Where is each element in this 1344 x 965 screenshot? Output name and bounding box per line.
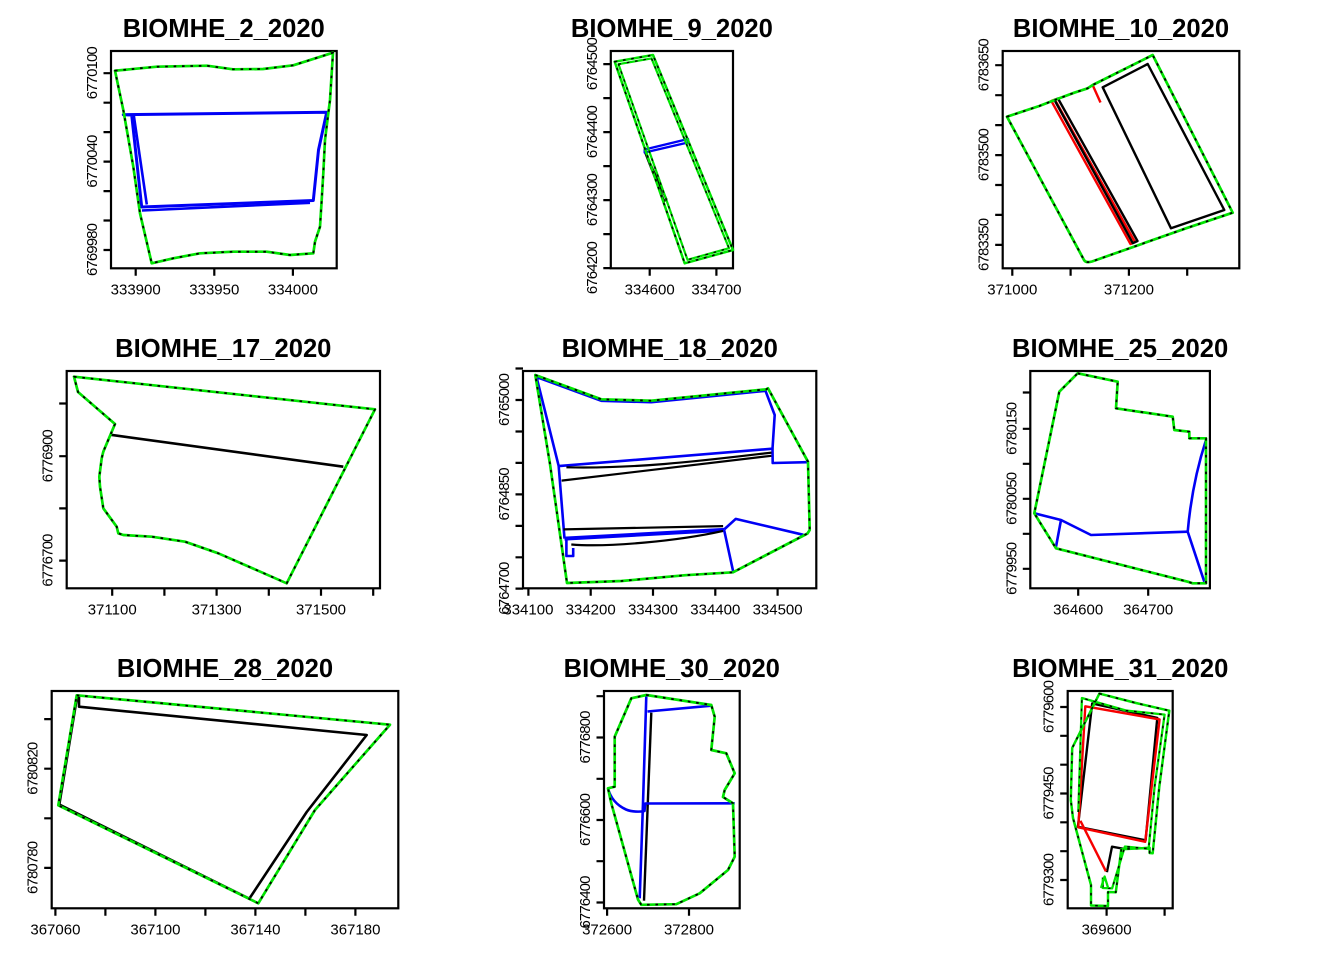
svg-text:334300: 334300 [628,602,678,619]
svg-text:BIOMHE_25_2020: BIOMHE_25_2020 [1012,335,1228,363]
svg-text:371100: 371100 [88,602,137,619]
svg-text:334100: 334100 [503,602,553,619]
svg-text:364600: 364600 [1053,602,1103,619]
svg-text:BIOMHE_30_2020: BIOMHE_30_2020 [564,655,780,683]
svg-text:367180: 367180 [330,922,380,939]
svg-text:372800: 372800 [664,922,714,939]
svg-text:6779300: 6779300 [1041,853,1058,906]
svg-text:6776700: 6776700 [40,534,57,587]
svg-text:6764400: 6764400 [584,106,601,159]
svg-text:334000: 334000 [268,282,318,299]
svg-text:6764300: 6764300 [584,174,601,227]
svg-text:BIOMHE_17_2020: BIOMHE_17_2020 [115,335,331,363]
svg-text:371200: 371200 [1104,282,1154,299]
svg-text:372600: 372600 [582,922,632,939]
svg-text:334500: 334500 [753,602,803,619]
svg-text:333900: 333900 [111,282,161,299]
svg-text:BIOMHE_18_2020: BIOMHE_18_2020 [562,335,778,363]
svg-text:367140: 367140 [230,922,280,939]
svg-text:6780780: 6780780 [25,841,42,894]
svg-text:334600: 334600 [625,282,675,299]
svg-text:6776600: 6776600 [577,793,594,846]
svg-text:333950: 333950 [189,282,239,299]
svg-text:334200: 334200 [566,602,616,619]
svg-text:BIOMHE_31_2020: BIOMHE_31_2020 [1012,655,1228,683]
svg-text:BIOMHE_28_2020: BIOMHE_28_2020 [117,655,333,683]
svg-text:6776900: 6776900 [40,430,57,483]
svg-text:6764700: 6764700 [496,562,513,615]
svg-text:6779950: 6779950 [1003,542,1020,595]
svg-text:371500: 371500 [296,602,346,619]
svg-text:6780820: 6780820 [25,742,42,795]
svg-text:6779600: 6779600 [1041,680,1058,733]
svg-text:334400: 334400 [690,602,740,619]
svg-text:367060: 367060 [30,922,80,939]
svg-text:6764500: 6764500 [584,38,601,91]
svg-text:367100: 367100 [130,922,180,939]
svg-text:6770100: 6770100 [84,47,101,100]
svg-text:BIOMHE_9_2020: BIOMHE_9_2020 [571,15,773,43]
svg-text:6780150: 6780150 [1003,402,1020,455]
svg-text:6783500: 6783500 [976,129,993,182]
svg-text:6764200: 6764200 [584,242,601,295]
svg-text:371300: 371300 [192,602,242,619]
svg-text:BIOMHE_10_2020: BIOMHE_10_2020 [1013,15,1229,43]
svg-text:6770040: 6770040 [84,135,101,188]
svg-text:6769980: 6769980 [84,223,101,276]
svg-text:6776800: 6776800 [577,711,594,764]
svg-text:371000: 371000 [987,282,1037,299]
svg-text:6764850: 6764850 [496,468,513,521]
svg-text:6783650: 6783650 [976,39,993,92]
svg-text:BIOMHE_2_2020: BIOMHE_2_2020 [123,15,325,43]
svg-text:364700: 364700 [1123,602,1173,619]
svg-text:334700: 334700 [691,282,741,299]
svg-text:6783350: 6783350 [976,218,993,271]
svg-text:6780050: 6780050 [1003,472,1020,525]
svg-text:369600: 369600 [1082,922,1132,939]
svg-text:6779450: 6779450 [1041,767,1058,820]
svg-text:6765000: 6765000 [496,373,513,426]
svg-text:6776400: 6776400 [577,876,594,929]
